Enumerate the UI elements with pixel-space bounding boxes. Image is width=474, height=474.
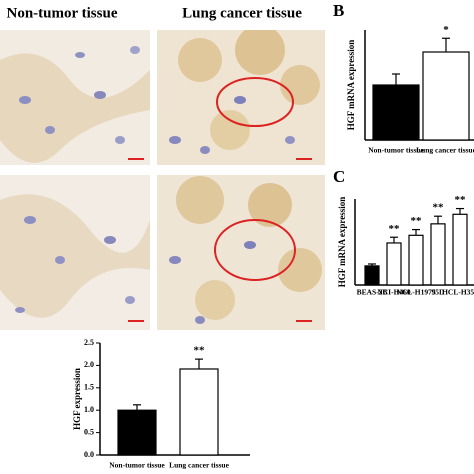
y-tick-label: 0.5 xyxy=(84,427,94,436)
x-tick-label: Non-tumor tissue xyxy=(368,146,424,155)
micrograph xyxy=(157,175,325,330)
bar xyxy=(386,242,402,286)
y-tick-label: 1.0 xyxy=(84,405,94,414)
significance: ** xyxy=(411,215,423,227)
y-axis-label: HGF expression xyxy=(72,368,82,430)
significance: ** xyxy=(455,194,467,206)
y-axis-label: HGF mRNA expression xyxy=(346,40,356,131)
panel-label: B xyxy=(333,1,344,20)
x-tick-label: Non-tumor tissue xyxy=(109,461,165,470)
significance: ** xyxy=(433,202,445,214)
micrograph xyxy=(0,30,150,165)
bar xyxy=(422,51,470,141)
bar xyxy=(430,223,446,286)
bar xyxy=(117,409,157,456)
bar xyxy=(179,368,219,456)
x-tick-label: BEAS-2B xyxy=(357,288,388,297)
bar xyxy=(452,213,468,286)
significance: ** xyxy=(389,223,401,235)
image-label: Non-tumor tissue xyxy=(7,5,118,21)
micrograph xyxy=(0,175,150,330)
bar xyxy=(372,84,420,141)
y-axis-label: HGF mRNA expression xyxy=(337,197,347,288)
y-tick-label: 2.0 xyxy=(84,360,94,369)
significance: ** xyxy=(194,345,206,357)
significance: * xyxy=(443,24,449,36)
y-tick-label: 1.5 xyxy=(84,383,94,392)
x-tick-label: Lung cancer tissue xyxy=(416,146,474,155)
micrograph xyxy=(157,30,325,165)
x-tick-label: HCL-H358 xyxy=(442,288,474,297)
bar xyxy=(364,265,380,286)
x-tick-label: Lung cancer tissue xyxy=(169,461,230,470)
y-tick-label: 0.0 xyxy=(84,450,94,459)
y-tick-label: 2.5 xyxy=(84,338,94,347)
x-tick-label: 95D xyxy=(432,288,446,297)
x-tick-label: NCL-H1975 xyxy=(396,288,435,297)
x-tick-label: NCI-H460 xyxy=(377,288,411,297)
image-label: Lung cancer tissue xyxy=(182,5,302,21)
panel-label: C xyxy=(333,167,345,186)
bar xyxy=(408,234,424,286)
